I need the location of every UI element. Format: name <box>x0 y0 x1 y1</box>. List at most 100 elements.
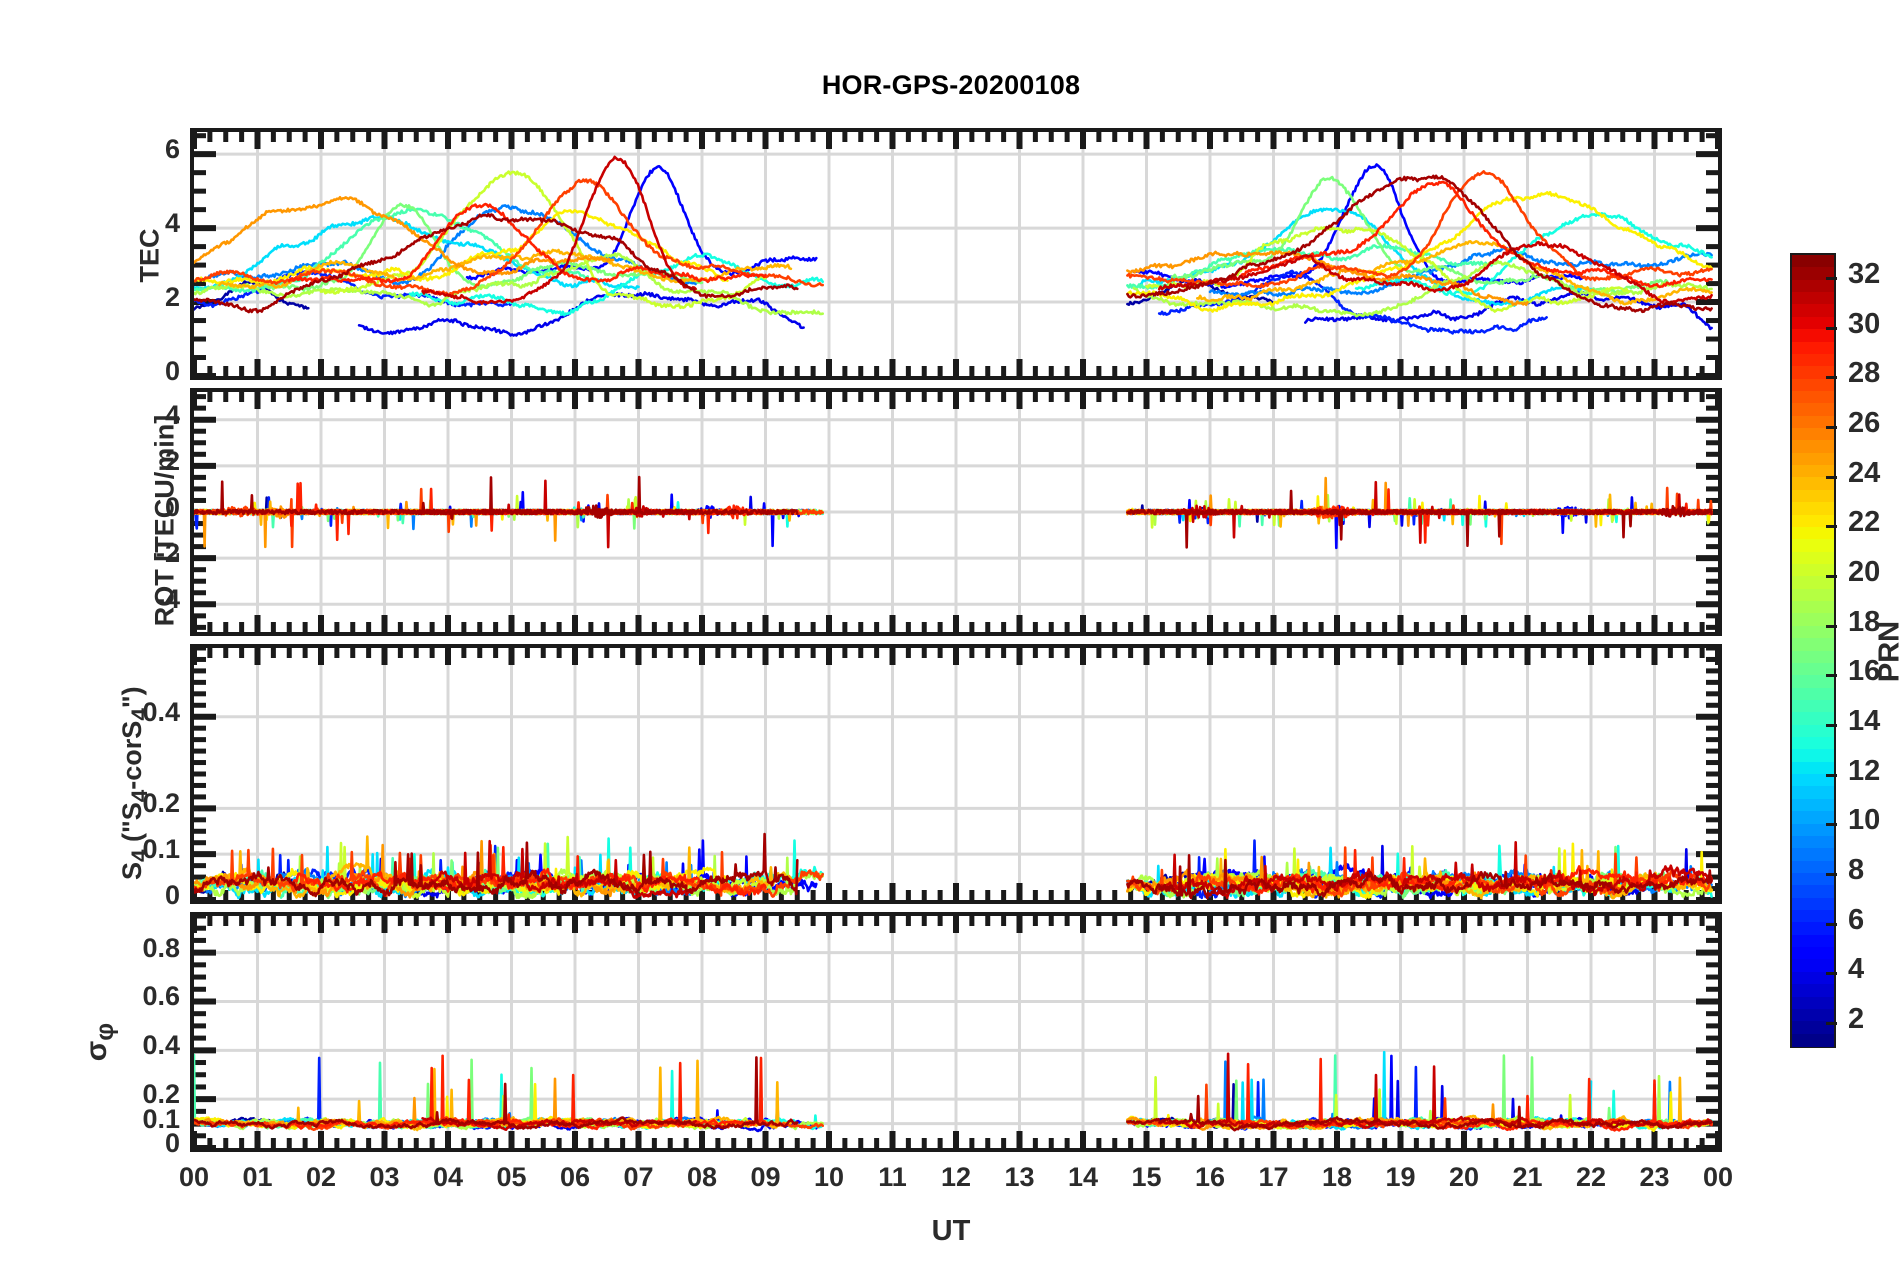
colorbar-tick <box>1826 475 1837 479</box>
colorbar-segment <box>1792 947 1834 961</box>
colorbar-segment <box>1792 341 1834 355</box>
colorbar-tick-label: 12 <box>1848 754 1881 787</box>
data-trace <box>194 214 640 291</box>
x-tick-label: 08 <box>686 1162 718 1192</box>
colorbar-tick <box>1826 276 1837 280</box>
colorbar-segment <box>1792 329 1834 343</box>
colorbar-tick-label: 28 <box>1848 357 1881 390</box>
data-trace <box>194 1056 799 1130</box>
data-trace <box>194 270 513 309</box>
colorbar-tick-label: 8 <box>1848 854 1865 887</box>
data-trace <box>1157 1052 1713 1130</box>
x-tick-label: 15 <box>1131 1162 1162 1192</box>
x-tick-label: 11 <box>878 1162 907 1192</box>
data-trace <box>357 291 805 337</box>
colorbar-segment <box>1792 551 1834 565</box>
panel-s4 <box>190 644 1722 904</box>
colorbar-segment <box>1792 835 1834 850</box>
colorbar-segment <box>1792 996 1834 1010</box>
colorbar-tick <box>1826 724 1837 728</box>
colorbar-segment <box>1792 699 1834 714</box>
x-tick-label: 00 <box>178 1162 210 1192</box>
colorbar-tick-label: 14 <box>1848 705 1881 738</box>
x-tick-label: 06 <box>559 1162 591 1192</box>
plot-canvas <box>194 132 1718 376</box>
colorbar-segment <box>1792 465 1834 479</box>
data-trace <box>194 832 799 898</box>
colorbar-segment <box>1792 650 1834 664</box>
y-tick-label: 0 <box>164 492 180 522</box>
colorbar-segment <box>1792 601 1834 615</box>
colorbar-segment <box>1792 292 1834 306</box>
data-trace <box>421 155 697 305</box>
colorbar-segment <box>1792 749 1834 763</box>
colorbar-segment <box>1792 1033 1834 1047</box>
y-tick-label: -4 <box>155 584 180 615</box>
colorbar-segment <box>1792 638 1834 652</box>
colorbar-segment <box>1792 316 1834 331</box>
colorbar-segment <box>1792 489 1834 504</box>
colorbar-segment <box>1792 378 1834 392</box>
colorbar-segment <box>1792 885 1834 899</box>
colorbar-segment <box>1792 477 1834 491</box>
colorbar-segment <box>1792 922 1834 936</box>
colorbar-tick <box>1826 922 1837 926</box>
plot-canvas <box>194 392 1718 632</box>
x-tick-label: 23 <box>1639 1162 1670 1192</box>
data-trace <box>1157 240 1713 304</box>
x-tick-label: 14 <box>1067 1162 1099 1192</box>
y-tick-label: 0.4 <box>142 1030 180 1061</box>
colorbar-segment <box>1792 848 1834 862</box>
x-tick-label: 03 <box>369 1162 400 1192</box>
colorbar-segment <box>1792 1008 1834 1023</box>
colorbar-segment <box>1792 625 1834 640</box>
plot-canvas <box>194 648 1718 900</box>
colorbar-segment <box>1792 662 1834 677</box>
data-trace <box>288 202 767 284</box>
colorbar-tick-label: 24 <box>1848 456 1881 489</box>
colorbar-tick <box>1826 525 1837 529</box>
data-trace <box>1240 848 1713 896</box>
colorbar-segment <box>1792 539 1834 553</box>
x-tick-label: 12 <box>940 1162 972 1192</box>
data-trace <box>1240 180 1713 289</box>
x-tick-label: 22 <box>1575 1162 1607 1192</box>
data-trace <box>194 252 824 316</box>
colorbar-segment <box>1792 737 1834 751</box>
colorbar-segment <box>1792 613 1834 627</box>
data-trace <box>194 178 824 297</box>
colorbar-segment <box>1792 366 1834 380</box>
panel-tec-ylabel: TEC <box>134 228 165 283</box>
colorbar-tick-label: 32 <box>1848 257 1881 290</box>
colorbar-segment <box>1792 440 1834 454</box>
y-tick-label: 0 <box>164 1128 180 1158</box>
x-tick-label: 04 <box>432 1162 464 1192</box>
colorbar-segment <box>1792 255 1834 269</box>
colorbar-tick-label: 22 <box>1848 506 1881 539</box>
y-tick-label: 4 <box>164 208 180 239</box>
y-tick-label: 0 <box>164 880 180 910</box>
colorbar-segment <box>1792 428 1834 442</box>
colorbar-tick-label: 18 <box>1848 605 1881 638</box>
colorbar-segment <box>1792 984 1834 998</box>
colorbar-tick-label: 4 <box>1848 953 1865 986</box>
x-tick-label: 05 <box>496 1162 527 1192</box>
colorbar-segment <box>1792 353 1834 368</box>
data-trace <box>1304 290 1713 331</box>
colorbar <box>1790 253 1836 1048</box>
colorbar-segment <box>1792 934 1834 949</box>
colorbar-tick <box>1826 1022 1837 1026</box>
y-tick-label: 2 <box>164 282 180 313</box>
colorbar-tick <box>1826 376 1837 380</box>
colorbar-tick <box>1826 773 1837 777</box>
colorbar-segment <box>1792 675 1834 689</box>
x-tick-label: 13 <box>1004 1162 1035 1192</box>
panel-sigmaphi <box>190 912 1722 1152</box>
data-trace <box>1126 854 1713 900</box>
data-trace <box>194 475 799 521</box>
plot-canvas <box>194 916 1718 1148</box>
y-tick-label: -2 <box>155 538 180 569</box>
colorbar-segment <box>1792 1021 1834 1035</box>
colorbar-tick-label: 26 <box>1848 406 1881 439</box>
